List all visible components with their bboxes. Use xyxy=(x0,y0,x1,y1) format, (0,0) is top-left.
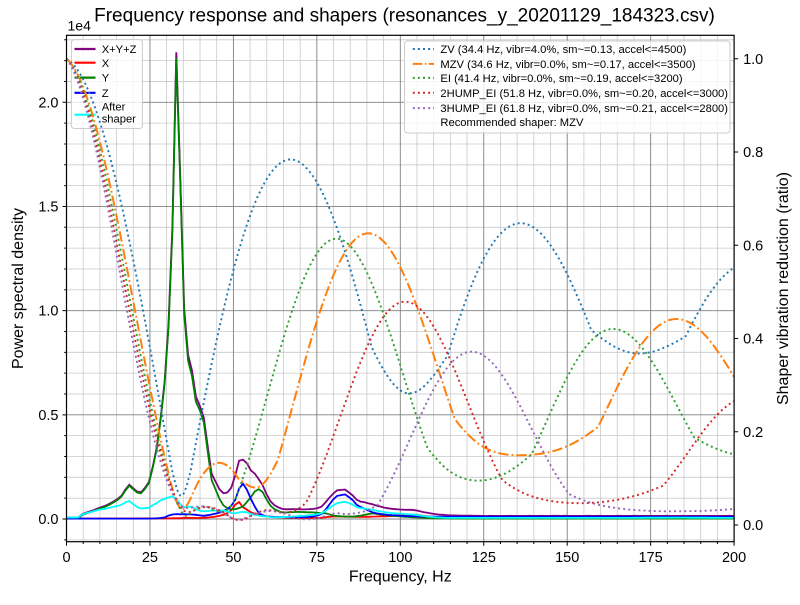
svg-text:125: 125 xyxy=(472,550,496,566)
svg-text:1.0: 1.0 xyxy=(743,52,763,68)
svg-text:X+Y+Z: X+Y+Z xyxy=(102,44,137,56)
svg-text:2.0: 2.0 xyxy=(38,95,58,111)
svg-text:100: 100 xyxy=(388,550,412,566)
svg-text:EI (41.4 Hz, vibr=0.0%, sm~=0.: EI (41.4 Hz, vibr=0.0%, sm~=0.19, accel<… xyxy=(440,73,682,85)
svg-text:200: 200 xyxy=(722,550,746,566)
svg-text:0.0: 0.0 xyxy=(743,518,763,534)
svg-text:175: 175 xyxy=(638,550,662,566)
svg-text:Shaper vibration reduction (ra: Shaper vibration reduction (ratio) xyxy=(775,172,792,405)
svg-text:75: 75 xyxy=(309,550,325,566)
svg-text:Frequency response and shapers: Frequency response and shapers (resonanc… xyxy=(94,6,715,27)
svg-text:0.0: 0.0 xyxy=(38,512,58,528)
svg-text:1.5: 1.5 xyxy=(38,200,58,216)
svg-text:3HUMP_EI (61.8 Hz, vibr=0.0%,: 3HUMP_EI (61.8 Hz, vibr=0.0%, sm~=0.21, … xyxy=(440,103,728,115)
svg-text:MZV (34.6 Hz, vibr=0.0%, sm~=0: MZV (34.6 Hz, vibr=0.0%, sm~=0.17, accel… xyxy=(440,59,696,71)
svg-text:150: 150 xyxy=(555,550,579,566)
svg-text:1.0: 1.0 xyxy=(38,304,58,320)
svg-text:Z: Z xyxy=(102,88,109,100)
svg-text:0: 0 xyxy=(62,550,70,566)
svg-text:X: X xyxy=(102,58,110,70)
svg-text:2HUMP_EI (51.8 Hz, vibr=0.0%,: 2HUMP_EI (51.8 Hz, vibr=0.0%, sm~=0.20, … xyxy=(440,88,728,100)
svg-text:0.6: 0.6 xyxy=(743,238,763,254)
svg-text:1e4: 1e4 xyxy=(68,18,92,34)
svg-text:50: 50 xyxy=(225,550,241,566)
svg-text:Power spectral density: Power spectral density xyxy=(10,208,27,369)
svg-text:25: 25 xyxy=(142,550,158,566)
svg-text:Frequency, Hz: Frequency, Hz xyxy=(349,569,452,586)
svg-text:shaper: shaper xyxy=(102,114,136,126)
svg-text:Recommended shaper: MZV: Recommended shaper: MZV xyxy=(440,117,584,129)
svg-text:0.2: 0.2 xyxy=(743,425,763,441)
svg-text:0.4: 0.4 xyxy=(743,332,763,348)
svg-text:0.8: 0.8 xyxy=(743,145,763,161)
svg-text:ZV (34.4 Hz, vibr=4.0%, sm~=0.: ZV (34.4 Hz, vibr=4.0%, sm~=0.13, accel<… xyxy=(440,44,686,56)
svg-text:0.5: 0.5 xyxy=(38,408,58,424)
svg-text:Y: Y xyxy=(102,73,110,85)
svg-text:After: After xyxy=(102,102,126,114)
